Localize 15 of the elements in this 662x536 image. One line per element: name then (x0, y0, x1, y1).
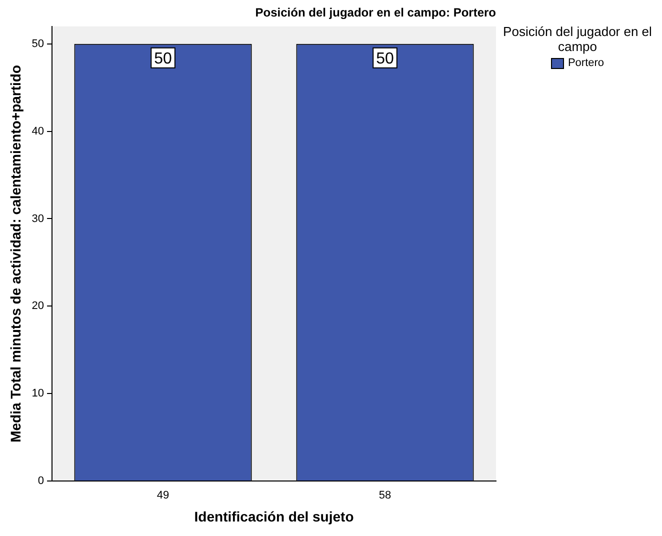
x-tick-label: 49 (156, 490, 170, 502)
legend-title: Posición del jugador en el campo (502, 24, 653, 54)
data-label: 50 (376, 50, 394, 68)
y-tick-label: 50 (32, 38, 44, 50)
y-tick-label: 30 (32, 212, 44, 225)
y-tick-label: 20 (32, 300, 44, 312)
x-axis-title: Identificación del sujeto (194, 508, 354, 524)
chart-title: Posición del jugador en el campo: Portero (255, 6, 496, 20)
y-tick-label: 40 (32, 125, 44, 138)
text: Portero (568, 57, 604, 69)
x-tick-label: 58 (378, 490, 392, 502)
y-tick-label: 0 (38, 475, 44, 488)
y-axis-title: Media Total minutos de actividad: calentamiento+partido (7, 64, 24, 442)
data-label: 50 (154, 50, 172, 68)
y-tick-label: 10 (32, 388, 44, 400)
